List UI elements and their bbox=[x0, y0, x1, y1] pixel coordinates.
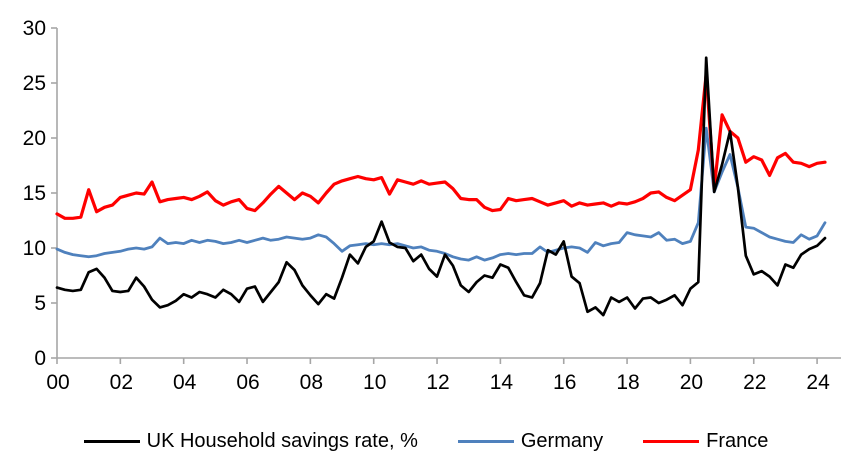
legend-label: UK Household savings rate, % bbox=[146, 430, 418, 452]
y-axis-tick-label: 25 bbox=[23, 72, 46, 95]
y-axis-tick-label: 0 bbox=[34, 347, 46, 370]
legend-item-uk-household-savings-rate: UK Household savings rate, % bbox=[83, 429, 418, 453]
series-line-germany bbox=[55, 126, 827, 262]
series-line-france bbox=[55, 72, 827, 220]
x-axis-tick-label: 06 bbox=[236, 371, 259, 394]
legend-line-swatch bbox=[457, 439, 514, 443]
x-axis-tick-label: 04 bbox=[173, 371, 197, 394]
x-axis-tick-label: 08 bbox=[300, 371, 323, 394]
y-axis-tick-label: 5 bbox=[34, 292, 46, 315]
x-axis-tick-label: 00 bbox=[46, 371, 69, 394]
x-axis-tick-label: 22 bbox=[743, 371, 766, 394]
y-axis-tick-label: 10 bbox=[23, 237, 46, 260]
x-axis-tick-label: 20 bbox=[680, 371, 703, 394]
x-axis-tick-label: 14 bbox=[490, 371, 514, 394]
y-axis-tick-label: 15 bbox=[23, 182, 46, 205]
legend-label: Germany bbox=[520, 430, 604, 452]
savings-rate-line-chart: 0 5 10 15 20 25 30 00 02 04 06 08 10 12 14 16 18 20 22 24 bbox=[23, 17, 841, 394]
legend-label: France bbox=[706, 430, 769, 452]
x-axis-tick-label: 24 bbox=[806, 371, 830, 394]
x-axis-tick-label: 16 bbox=[553, 371, 576, 394]
x-axis-tick-label: 18 bbox=[616, 371, 639, 394]
series-line-uk-household-savings-rate bbox=[55, 56, 827, 317]
x-axis-tick-label: 02 bbox=[110, 371, 133, 394]
legend-line-swatch bbox=[643, 439, 700, 443]
y-axis-tick-label: 20 bbox=[23, 127, 46, 150]
chart-legend: UK Household savings rate, % Germany Franc… bbox=[0, 429, 852, 453]
legend-item-germany: Germany bbox=[457, 429, 604, 453]
x-axis-tick-label: 10 bbox=[363, 371, 386, 394]
y-axis-tick-label: 30 bbox=[23, 17, 46, 40]
legend-line-swatch bbox=[83, 439, 140, 443]
x-axis-tick-label: 12 bbox=[426, 371, 449, 394]
legend-item-france: France bbox=[643, 429, 768, 453]
